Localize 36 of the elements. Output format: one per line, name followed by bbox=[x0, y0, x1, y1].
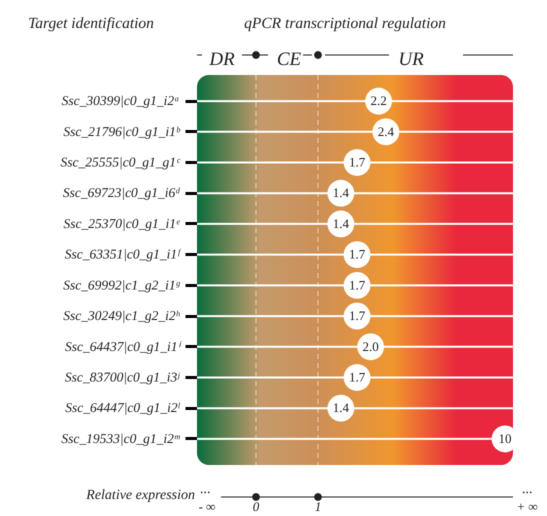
text: DR bbox=[208, 49, 236, 70]
data-label: 2.2 bbox=[370, 93, 387, 108]
text: Relative expression bbox=[85, 488, 195, 503]
category-label: Ssc_25370|c0_g1_i1ᵉ bbox=[64, 216, 180, 231]
text: 0 bbox=[252, 499, 260, 514]
data-label: 2.0 bbox=[362, 338, 379, 354]
category-label: Ssc_19533|c0_g1_i2ᵐ bbox=[61, 430, 181, 446]
text: ··· bbox=[200, 486, 210, 501]
data-label: 1.7 bbox=[348, 369, 366, 384]
data-label: 1.7 bbox=[348, 277, 366, 292]
data-label: 1.7 bbox=[348, 154, 366, 170]
text: + ∞ bbox=[516, 499, 538, 514]
category-label: Ssc_69723|c0_g1_i6ᵈ bbox=[62, 185, 180, 200]
category-label: Ssc_21796|c0_g1_i1ᵇ bbox=[63, 124, 181, 139]
category-label: Ssc_30249|c1_g2_i2ʰ bbox=[63, 308, 181, 324]
data-label: 1.4 bbox=[332, 185, 350, 200]
category-label: Ssc_25555|c0_g1_g1ᶜ bbox=[60, 154, 181, 170]
category-label: Ssc_63351|c0_g1_i1ᶠ bbox=[64, 246, 182, 262]
category-label: Ssc_69992|c1_g2_i1ᵍ bbox=[63, 277, 181, 292]
text: 1 bbox=[314, 499, 322, 514]
text: ··· bbox=[522, 486, 532, 501]
text: UR bbox=[398, 49, 424, 70]
category-label: Ssc_64437|c0_g1_i1ⁱ bbox=[65, 338, 182, 354]
text: Target identification bbox=[28, 15, 154, 32]
category-label: Ssc_30399|c0_g1_i2ᵃ bbox=[62, 93, 180, 108]
data-label: 1.4 bbox=[332, 216, 350, 231]
category-label: Ssc_83700|c0_g1_i3ʲ bbox=[64, 369, 180, 384]
text: qPCR transcriptional regulation bbox=[244, 15, 446, 32]
data-label: 1.4 bbox=[332, 400, 350, 416]
data-label: 1.7 bbox=[348, 246, 366, 262]
category-label: Ssc_64447|c0_g1_i2ˡ bbox=[65, 400, 181, 416]
data-label: 2.4 bbox=[378, 124, 394, 139]
text: - ∞ bbox=[198, 499, 216, 514]
text: CE bbox=[276, 49, 302, 70]
data-label: 10 bbox=[498, 430, 512, 446]
data-label: 1.7 bbox=[348, 308, 366, 324]
